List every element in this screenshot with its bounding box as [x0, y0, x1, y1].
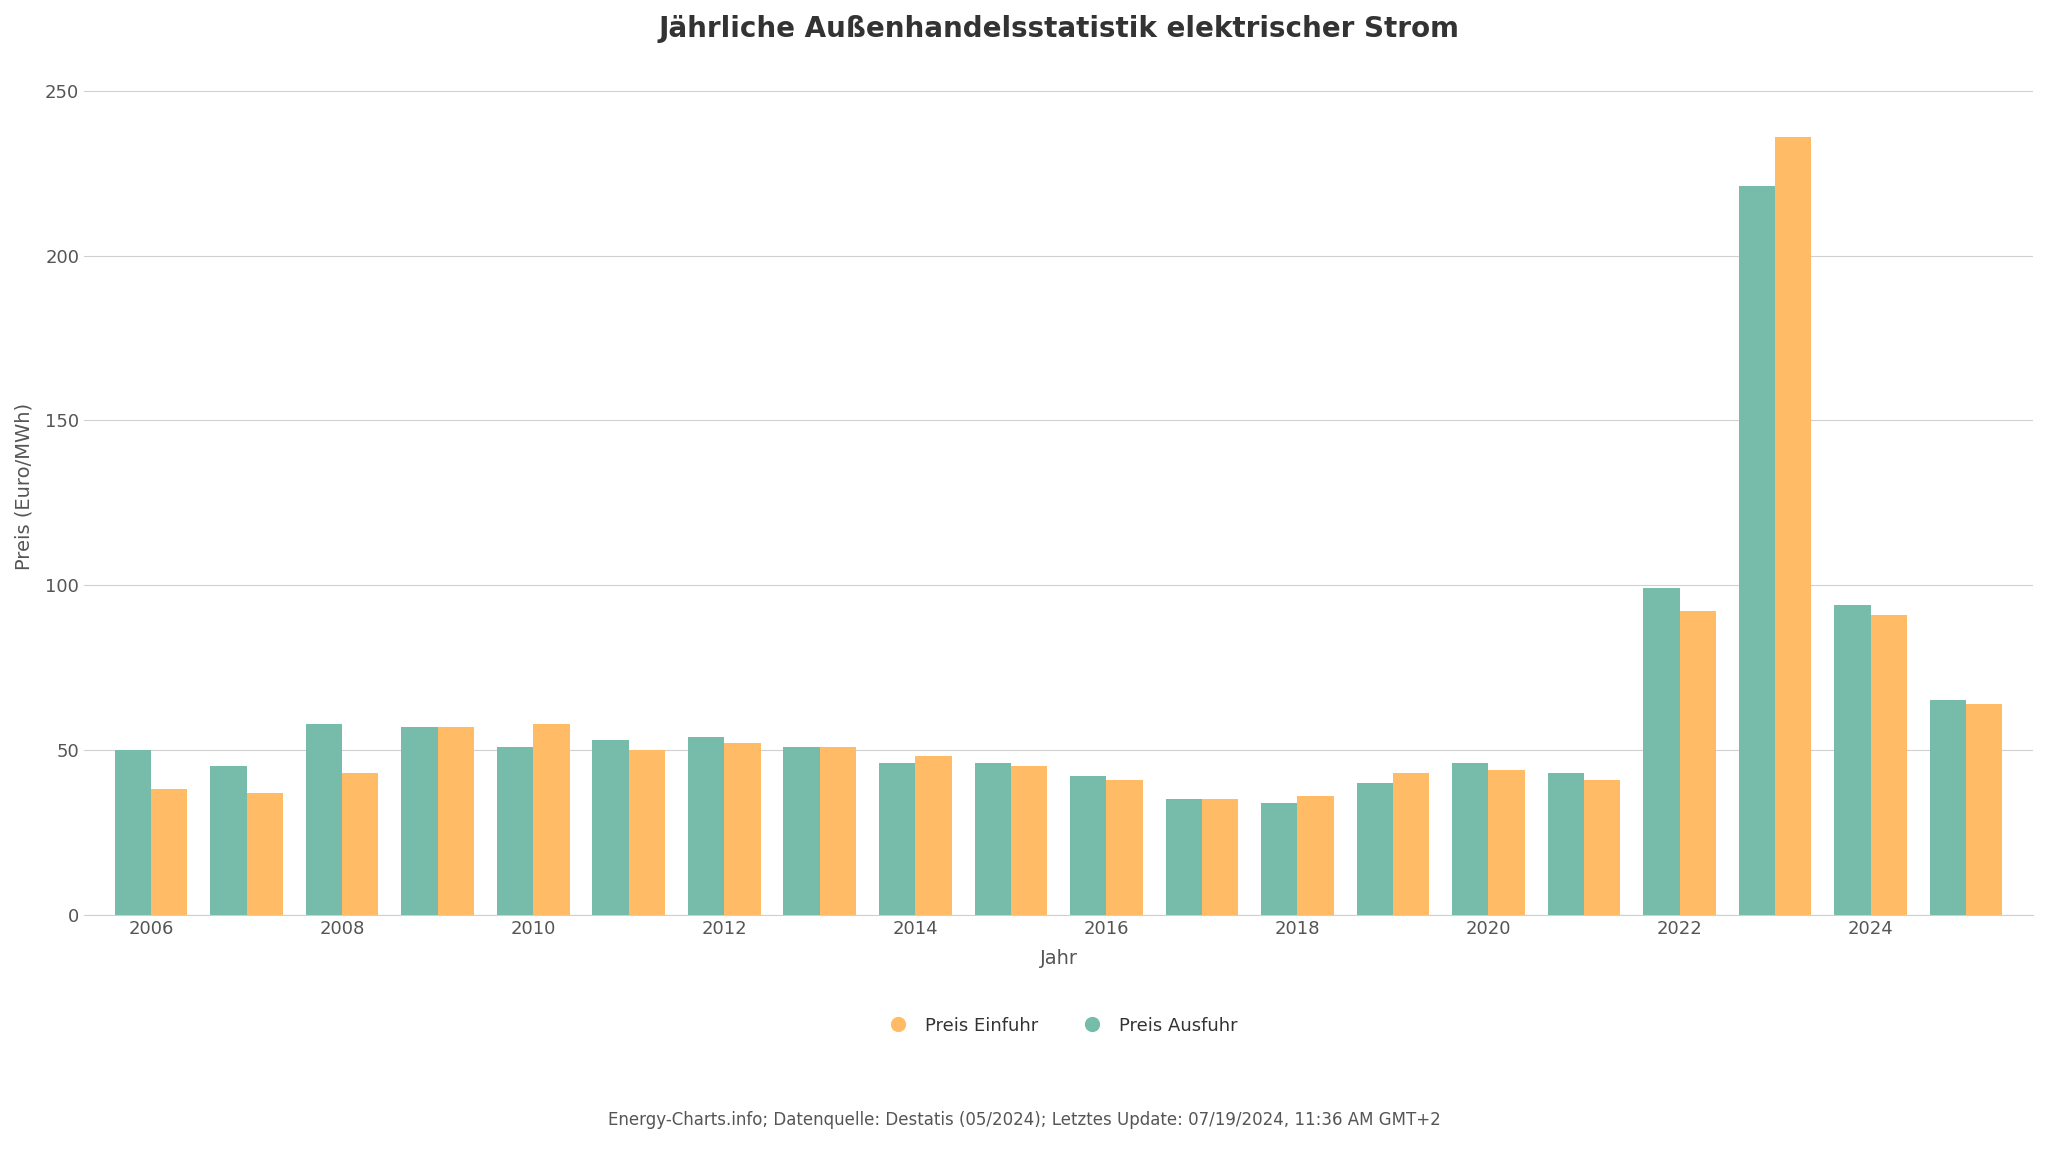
Bar — [975, 763, 1012, 915]
Y-axis label: Preis (Euro/MWh): Preis (Euro/MWh) — [14, 403, 35, 570]
Bar — [1929, 700, 1966, 915]
Bar — [1583, 780, 1620, 915]
X-axis label: Jahr: Jahr — [1040, 948, 1077, 968]
Bar — [1679, 612, 1716, 915]
Bar — [1262, 803, 1298, 915]
Bar — [915, 757, 952, 915]
Bar — [1165, 799, 1202, 915]
Bar — [592, 740, 629, 915]
Bar — [1069, 776, 1106, 915]
Bar — [1202, 799, 1239, 915]
Title: Jährliche Außenhandelsstatistik elektrischer Strom: Jährliche Außenhandelsstatistik elektris… — [657, 15, 1458, 43]
Bar — [1452, 763, 1489, 915]
Bar — [1298, 796, 1333, 915]
Bar — [1642, 589, 1679, 915]
Bar — [879, 763, 915, 915]
Bar — [498, 746, 532, 915]
Bar — [1776, 137, 1810, 915]
Bar — [819, 746, 856, 915]
Bar — [246, 793, 283, 915]
Bar — [342, 773, 379, 915]
Bar — [305, 723, 342, 915]
Bar — [211, 766, 246, 915]
Bar — [401, 727, 438, 915]
Bar — [532, 723, 569, 915]
Legend: Preis Einfuhr, Preis Ausfuhr: Preis Einfuhr, Preis Ausfuhr — [872, 1009, 1245, 1041]
Bar — [1966, 704, 2003, 915]
Bar — [629, 750, 666, 915]
Bar — [725, 743, 760, 915]
Bar — [438, 727, 473, 915]
Text: Energy-Charts.info; Datenquelle: Destatis (05/2024); Letztes Update: 07/19/2024,: Energy-Charts.info; Datenquelle: Destati… — [608, 1111, 1440, 1129]
Bar — [1489, 770, 1526, 915]
Bar — [784, 746, 819, 915]
Bar — [1870, 615, 1907, 915]
Bar — [1393, 773, 1430, 915]
Bar — [152, 789, 188, 915]
Bar — [115, 750, 152, 915]
Bar — [1356, 783, 1393, 915]
Bar — [1012, 766, 1047, 915]
Bar — [688, 737, 725, 915]
Bar — [1548, 773, 1583, 915]
Bar — [1835, 605, 1870, 915]
Bar — [1106, 780, 1143, 915]
Bar — [1739, 187, 1776, 915]
